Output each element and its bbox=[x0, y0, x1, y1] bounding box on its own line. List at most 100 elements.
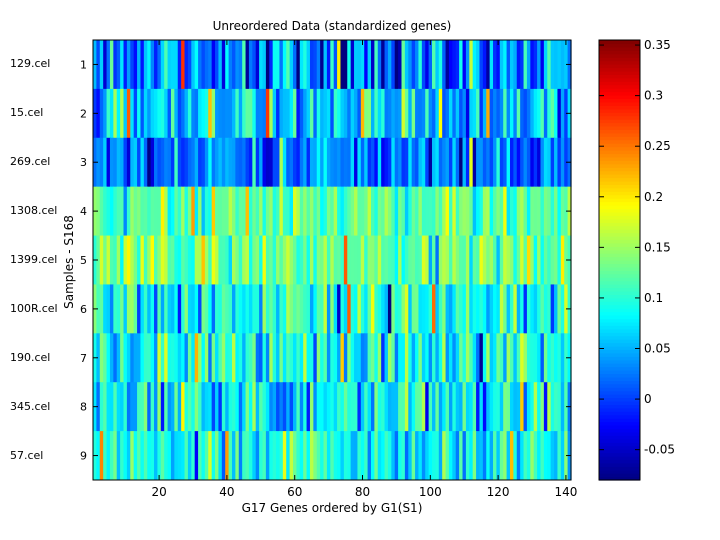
colorbar-band bbox=[599, 101, 640, 106]
heatmap-cell bbox=[479, 235, 484, 285]
colorbar-band bbox=[599, 370, 640, 375]
heatmap-cell bbox=[489, 235, 494, 285]
heatmap-cell bbox=[408, 333, 413, 383]
heatmap-cell bbox=[401, 333, 406, 383]
heatmap-cell bbox=[350, 284, 355, 334]
heatmap-cell bbox=[289, 382, 294, 432]
heatmap-cell bbox=[459, 284, 464, 334]
heatmap-cell bbox=[313, 382, 318, 432]
heatmap-cell bbox=[140, 137, 145, 188]
heatmap-cell bbox=[248, 431, 253, 481]
heatmap-cell bbox=[367, 186, 372, 236]
x-tick-label: 20 bbox=[151, 485, 166, 499]
x-tick-label: 140 bbox=[554, 485, 577, 499]
heatmap-cell bbox=[103, 333, 108, 383]
heatmap-cell bbox=[204, 186, 209, 236]
heatmap-cell bbox=[370, 333, 375, 383]
heatmap-cell bbox=[465, 333, 470, 383]
heatmap-cell bbox=[252, 40, 257, 90]
heatmap-cell bbox=[340, 137, 345, 188]
heatmap-cell bbox=[184, 382, 189, 432]
heatmap-cell bbox=[211, 431, 216, 481]
heatmap-cell bbox=[462, 431, 467, 481]
heatmap-cell bbox=[394, 235, 399, 285]
heatmap-cell bbox=[154, 40, 159, 90]
colorbar-band bbox=[599, 108, 640, 113]
heatmap-cell bbox=[526, 88, 531, 139]
heatmap-cell bbox=[337, 431, 342, 481]
heatmap-cell bbox=[445, 284, 450, 334]
heatmap-cell bbox=[560, 333, 565, 383]
heatmap-cell bbox=[120, 137, 125, 188]
heatmap-cell bbox=[384, 88, 389, 139]
colorbar-tick-label: 0 bbox=[644, 392, 652, 406]
heatmap-cell bbox=[533, 235, 538, 285]
heatmap-cell bbox=[326, 382, 331, 432]
heatmap-cell bbox=[248, 333, 253, 383]
heatmap-cell bbox=[167, 186, 172, 236]
heatmap-cell bbox=[103, 382, 108, 432]
heatmap-cell bbox=[211, 186, 216, 236]
heatmap-cell bbox=[486, 431, 491, 481]
heatmap-cell bbox=[370, 235, 375, 285]
heatmap-cell bbox=[109, 40, 114, 90]
heatmap-cell bbox=[374, 333, 379, 383]
heatmap-cell bbox=[432, 137, 436, 188]
heatmap-cell bbox=[530, 284, 535, 334]
heatmap-cell bbox=[377, 186, 382, 236]
heatmap-cell bbox=[211, 284, 216, 334]
heatmap-cell bbox=[442, 382, 447, 432]
heatmap-cell bbox=[276, 284, 281, 334]
heatmap-cell bbox=[401, 186, 406, 236]
heatmap-cell bbox=[130, 284, 135, 334]
heatmap-cell bbox=[320, 137, 325, 188]
heatmap-cell bbox=[428, 235, 433, 285]
heatmap-cell bbox=[211, 382, 216, 432]
heatmap-cell bbox=[320, 284, 325, 334]
heatmap-cell bbox=[455, 88, 460, 139]
heatmap-cell bbox=[357, 88, 362, 139]
heatmap-cell bbox=[438, 137, 443, 188]
heatmap-cell bbox=[147, 88, 152, 139]
heatmap-cell bbox=[265, 40, 270, 90]
heatmap-cell bbox=[445, 235, 450, 285]
heatmap-cell bbox=[343, 186, 348, 236]
heatmap-cell bbox=[221, 137, 226, 188]
heatmap-cell bbox=[479, 40, 484, 90]
heatmap-cell bbox=[476, 137, 481, 188]
heatmap-cell bbox=[316, 186, 321, 236]
heatmap-cell bbox=[384, 137, 389, 188]
heatmap-cell bbox=[167, 137, 172, 188]
colorbar-band bbox=[599, 284, 640, 289]
y-tick-label: 3 bbox=[80, 156, 87, 169]
heatmap-cell bbox=[279, 186, 284, 236]
sample-label: 15.cel bbox=[10, 106, 44, 120]
heatmap-cell bbox=[513, 382, 518, 432]
chart-title: Unreordered Data (standardized genes) bbox=[213, 19, 452, 33]
heatmap-cell bbox=[211, 40, 216, 90]
heatmap-cell bbox=[377, 382, 382, 432]
heatmap-cell bbox=[452, 333, 457, 383]
heatmap-cell bbox=[408, 88, 413, 139]
heatmap-cell bbox=[462, 186, 467, 236]
heatmap-cell bbox=[245, 137, 250, 188]
heatmap-cell bbox=[276, 40, 281, 90]
heatmap-cell bbox=[296, 88, 301, 139]
colorbar-band bbox=[599, 315, 640, 320]
heatmap-cell bbox=[503, 40, 508, 90]
heatmap-cell bbox=[330, 431, 335, 481]
heatmap-cell bbox=[394, 137, 399, 188]
heatmap-cell bbox=[360, 235, 365, 285]
heatmap-cell bbox=[418, 431, 423, 481]
heatmap-cell bbox=[398, 88, 403, 139]
heatmap-cell bbox=[459, 235, 464, 285]
heatmap-cell bbox=[242, 333, 247, 383]
heatmap-cell bbox=[326, 333, 331, 383]
heatmap-cell bbox=[160, 235, 165, 285]
x-tick-label: 100 bbox=[419, 485, 442, 499]
heatmap-cell bbox=[323, 137, 328, 188]
heatmap-cell bbox=[126, 137, 131, 188]
heatmap-cell bbox=[103, 186, 108, 236]
colorbar-band bbox=[599, 170, 640, 175]
heatmap-cell bbox=[550, 333, 555, 383]
